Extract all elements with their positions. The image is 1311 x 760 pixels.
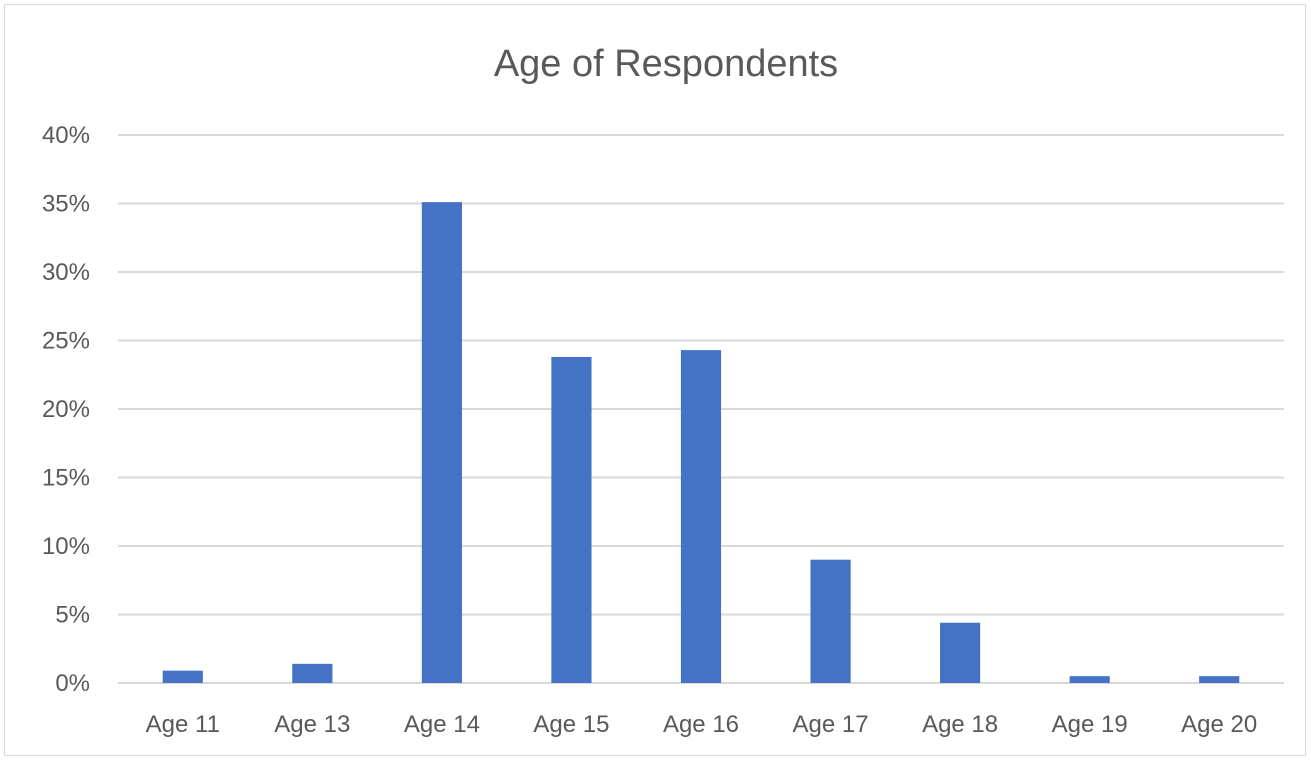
y-axis-tick-labels: 0% 5% 10% 15% 20% 25% 30% 35% 40% <box>42 122 90 697</box>
x-tick-label: Age 11 <box>146 711 220 738</box>
x-tick-label: Age 18 <box>922 711 998 738</box>
x-axis-tick-labels: Age 11 Age 13 Age 14 Age 15 Age 16 Age 17 Age … <box>146 711 1258 738</box>
bar-age-20 <box>1199 676 1240 683</box>
y-tick-label: 20% <box>42 396 90 423</box>
x-tick-label: Age 16 <box>663 711 739 738</box>
y-tick-label: 30% <box>42 259 90 286</box>
bar-age-13 <box>292 663 333 683</box>
y-tick-label: 5% <box>55 602 90 629</box>
x-tick-label: Age 20 <box>1181 711 1257 738</box>
bar-age-14 <box>421 202 462 683</box>
y-tick-label: 25% <box>42 328 90 355</box>
bar-age-19 <box>1069 676 1110 683</box>
bar-age-16 <box>680 350 722 683</box>
x-tick-label: Age 13 <box>274 711 350 738</box>
bar-age-11 <box>162 670 203 683</box>
x-tick-label: Age 14 <box>404 711 480 738</box>
bars <box>162 202 1240 683</box>
y-tick-label: 35% <box>42 191 90 218</box>
y-tick-label: 0% <box>55 670 90 697</box>
bar-age-17 <box>810 559 851 683</box>
x-tick-label: Age 19 <box>1052 711 1128 738</box>
y-tick-label: 40% <box>42 122 90 149</box>
x-tick-label: Age 15 <box>533 711 609 738</box>
bar-age-18 <box>940 622 981 683</box>
chart-frame <box>4 4 1306 756</box>
x-tick-label: Age 17 <box>793 711 869 738</box>
chart-title: Age of Respondents <box>494 43 838 85</box>
y-tick-label: 15% <box>42 465 90 492</box>
bar-age-15 <box>551 356 592 683</box>
y-tick-label: 10% <box>42 533 90 560</box>
